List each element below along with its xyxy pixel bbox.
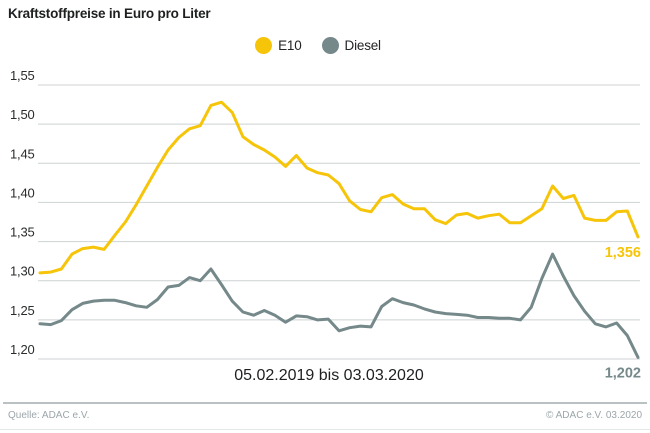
legend-item-diesel: Diesel — [321, 37, 382, 54]
end-value-label-diesel: 1,202 — [605, 365, 641, 381]
legend-label-diesel: Diesel — [344, 38, 382, 53]
end-value-label-e10: 1,356 — [605, 245, 641, 261]
e10-series-dot-icon — [255, 37, 273, 54]
y-axis-tick-label: 1,45 — [10, 146, 35, 161]
legend-label-e10: E10 — [278, 38, 302, 53]
diesel-series-dot-icon — [321, 37, 339, 54]
x-axis-label: 05.02.2019 bis 03.03.2020 — [234, 367, 424, 384]
chart-legend: E10 Diesel — [0, 37, 643, 54]
y-axis-tick-label: 1,25 — [10, 303, 35, 318]
bottom-divider — [0, 429, 650, 430]
y-axis-tick-label: 1,35 — [10, 225, 35, 240]
series-line-diesel — [38, 252, 640, 359]
y-axis-tick-label: 1,55 — [10, 68, 35, 83]
y-axis-tick-label: 1,20 — [10, 342, 35, 357]
y-axis-tick-label: 1,50 — [10, 107, 35, 122]
copyright-note: © ADAC e.V. 03.2020 — [546, 410, 642, 421]
legend-item-e10: E10 — [255, 37, 302, 54]
y-axis-tick-label: 1,30 — [10, 264, 35, 279]
series-line-e10 — [38, 100, 640, 275]
source-note: Quelle: ADAC e.V. — [8, 410, 90, 421]
chart-title: Kraftstoffpreise in Euro pro Liter — [8, 6, 211, 21]
footer-divider — [3, 402, 647, 404]
y-axis-tick-label: 1,40 — [10, 185, 35, 200]
